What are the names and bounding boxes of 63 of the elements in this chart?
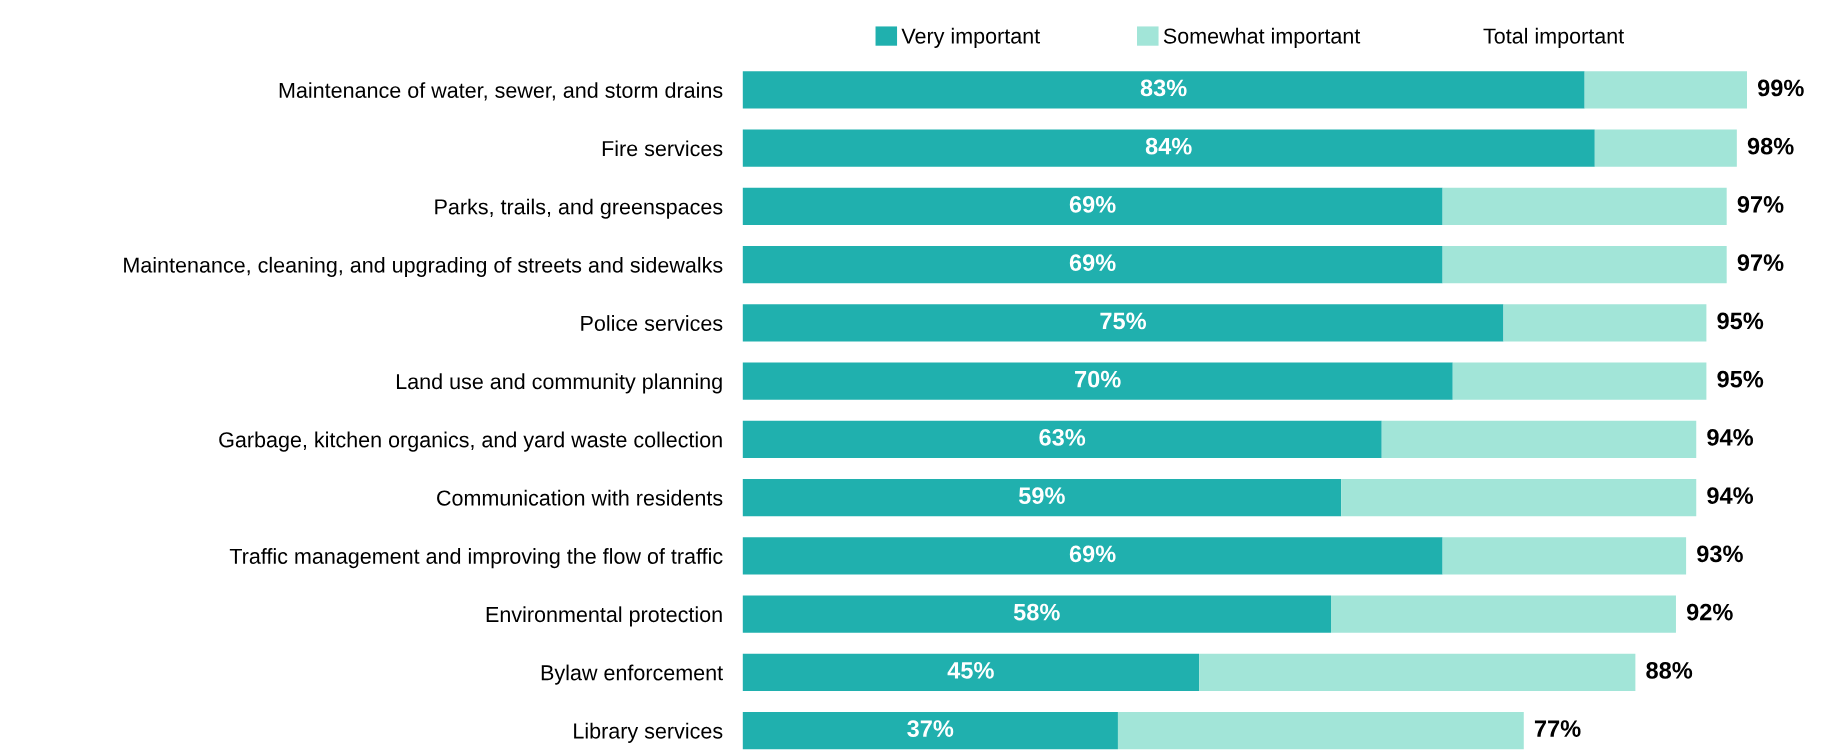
legend-label: Somewhat important [1163,27,1361,48]
bar [1594,129,1737,167]
bar [1341,479,1697,517]
data-label: 69% [1069,545,1116,563]
total-label: 97% [1737,196,1784,213]
y-tick-label: Parks, trails, and greenspaces [435,198,723,219]
bar [742,420,1382,459]
data-label: 83% [1140,79,1187,97]
bar [742,595,1332,633]
data-label: 45% [947,662,994,679]
total-label: 99% [1757,79,1804,97]
bar [1442,187,1727,226]
bar [1331,595,1676,633]
y-tick-label: Communication with residents [437,489,723,506]
legend-label: Very important [901,27,1040,48]
y-tick-label: Library services [574,722,723,743]
data-label: 75% [1100,312,1147,330]
data-label: 63% [1039,429,1086,446]
bar [742,187,1443,226]
bar [742,246,1443,284]
bar [1452,362,1707,400]
bar [1503,304,1707,342]
y-tick-label: Maintenance, cleaning, and upgrading of streets and sidewalks [124,256,723,277]
y-tick-label: Police services [581,315,723,331]
bar [742,537,1443,575]
data-label: 69% [1069,254,1116,272]
y-tick-label: Traffic management and improving the flow of traffic [229,548,723,569]
bar [742,653,1200,692]
total-label: 94% [1707,487,1754,504]
total-label: 92% [1686,603,1733,621]
total-label: 97% [1737,254,1784,272]
data-label: 84% [1145,137,1192,155]
bar [1442,537,1687,575]
bar [1117,711,1524,750]
total-label: 95% [1717,370,1764,388]
total-label: 94% [1707,429,1754,446]
bar [742,304,1504,342]
data-label: 59% [1018,487,1065,504]
total-label: 93% [1697,545,1743,563]
total-label: 95% [1717,312,1764,330]
y-tick-label: Bylaw enforcement [541,664,723,685]
bar [742,129,1595,167]
bar [742,362,1453,400]
y-tick-label: Land use and community planning [396,373,722,394]
bar [1584,71,1747,109]
data-label: 58% [1013,603,1060,621]
total-label: 98% [1747,137,1794,155]
y-tick-label: Environmental protection [486,606,722,627]
y-tick-label: Maintenance of water, sewer, and storm drains [279,82,723,101]
bar [742,479,1342,517]
total-label: 88% [1646,661,1693,679]
bar [1381,420,1697,459]
y-tick-label: Garbage, kitchen organics, and yard waste collection [219,431,722,452]
data-label: 37% [907,720,954,737]
y-tick-label: Fire services [602,140,723,157]
data-label: 70% [1075,370,1121,388]
bar [742,711,1118,750]
bar [1442,246,1727,284]
bar [742,71,1585,109]
data-label: 69% [1069,196,1116,213]
text: Total important [1483,27,1625,48]
bar [1199,653,1636,692]
total-label: 77% [1534,720,1581,737]
